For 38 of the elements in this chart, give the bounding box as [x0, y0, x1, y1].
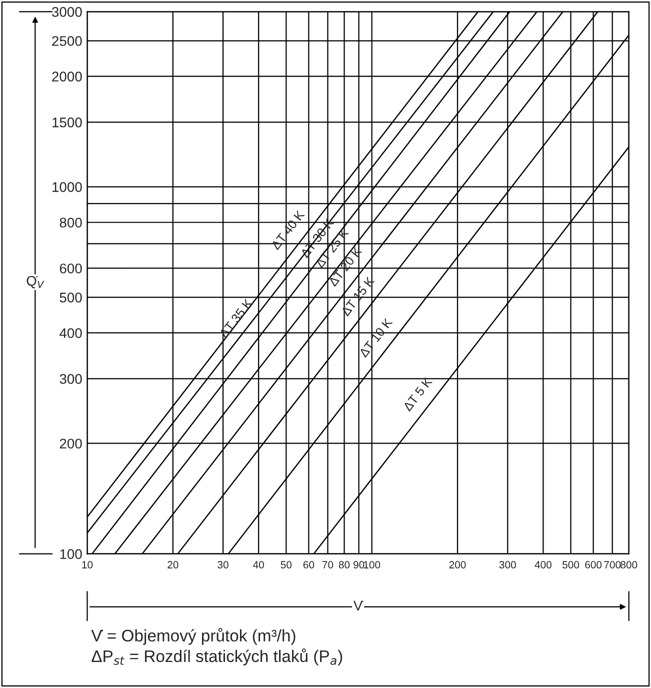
y-tick-label: 100 [60, 549, 82, 560]
y-tick-label: 1500 [52, 118, 82, 128]
y-tick-label: 400 [60, 328, 82, 338]
y-tick-label: 800 [60, 218, 82, 228]
annotation: ΔT 5 K [402, 376, 433, 412]
annotation: ΔT 15 K [340, 276, 375, 317]
x-tick-label: 800 [620, 561, 638, 568]
y-tick-label: 2500 [52, 36, 82, 46]
x-tick-label: 50 [280, 561, 292, 568]
y-axis-title: Q̇$_{V}$ [26, 276, 44, 288]
x-tick-label: 90 [354, 561, 364, 568]
text: ΔP$_{st}$ = Rozdíl statických tlaků (P$_{a}$) [92, 648, 342, 666]
y-tick-label: 3000 [52, 7, 82, 17]
x-tick-label: 300 [499, 561, 516, 568]
y-tick-label: 1000 [52, 182, 82, 192]
y-tick-label: 600 [60, 264, 82, 274]
x-tick-label: 400 [534, 561, 552, 568]
x-tick-label: 40 [253, 561, 264, 568]
x-tick-label: 70 [322, 561, 334, 568]
y-tick-label: 500 [60, 292, 82, 302]
x-axis-title: V̇ [353, 600, 364, 610]
x-tick-label: 10 [82, 561, 93, 568]
y-tick-label: 2000 [52, 72, 82, 82]
y-tick-label: 300 [60, 374, 82, 384]
x-tick-label: 100 [364, 561, 380, 568]
annotation: ΔT 40 K [270, 210, 305, 250]
x-tick-label: 60 [303, 561, 314, 568]
annotation: ΔT 35 K [218, 298, 254, 339]
annotation: ΔT 10 K [358, 317, 393, 358]
x-tick-label: 80 [338, 561, 350, 568]
text: V̇ = Objemový průtok (m³/h) [91, 628, 296, 645]
x-tick-label: 500 [562, 561, 580, 568]
x-tick-label: 600 [585, 561, 602, 568]
x-tick-label: 200 [449, 561, 466, 568]
x-tick-label: 20 [168, 561, 178, 568]
x-tick-label: 700 [604, 561, 621, 568]
x-tick-label: 30 [218, 561, 228, 568]
y-tick-label: 200 [60, 438, 82, 449]
